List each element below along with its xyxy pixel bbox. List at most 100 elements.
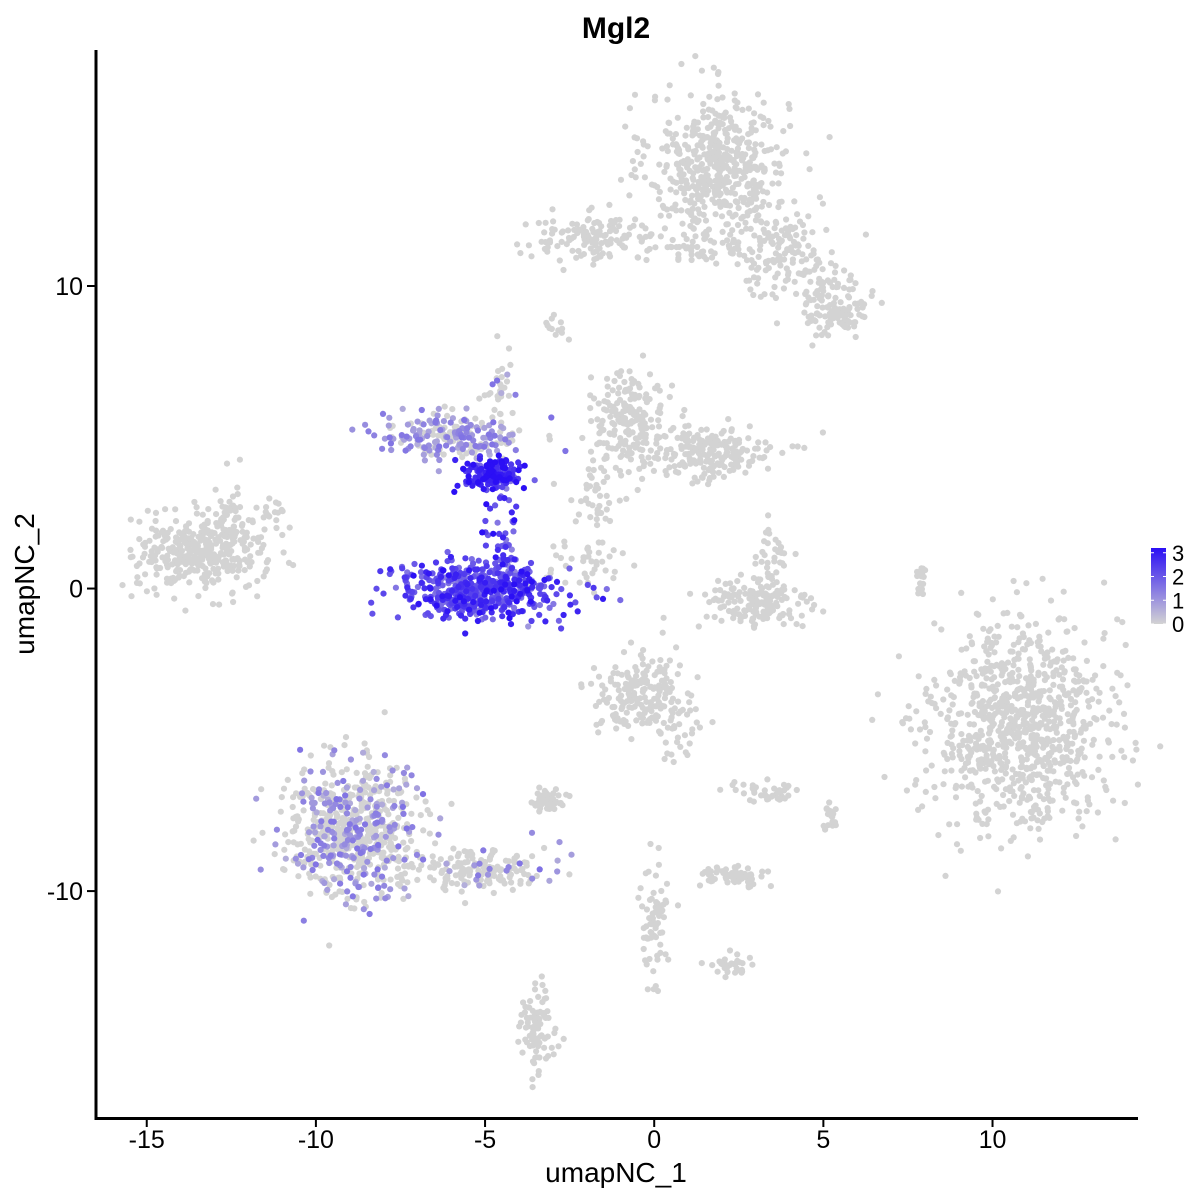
scatter-point [819, 429, 827, 436]
scatter-point [696, 210, 703, 217]
scatter-point [1059, 648, 1066, 655]
scatter-point [1101, 579, 1108, 586]
scatter-point [663, 686, 671, 694]
scatter-point [512, 447, 519, 454]
scatter-point [498, 390, 505, 397]
scatter-point [1016, 799, 1023, 806]
scatter-point [411, 560, 418, 568]
scatter-point [761, 552, 768, 559]
scatter-point [745, 160, 752, 167]
scatter-point [241, 544, 248, 551]
scatter-point [320, 852, 327, 860]
scatter-point [758, 589, 765, 596]
scatter-point [650, 968, 657, 975]
scatter-point [668, 382, 676, 389]
scatter-point [621, 244, 629, 251]
scatter-point [236, 563, 243, 570]
scatter-point [1083, 657, 1090, 665]
scatter-point [771, 160, 778, 167]
scatter-point [148, 548, 155, 555]
scatter-point [497, 411, 504, 418]
scatter-point [869, 716, 876, 724]
scatter-point [739, 106, 746, 113]
scatter-point [1001, 703, 1008, 710]
scatter-point [1020, 720, 1027, 727]
scatter-point [371, 787, 378, 794]
scatter-point [735, 180, 742, 187]
scatter-point [743, 257, 751, 264]
scatter-point [746, 182, 753, 189]
scatter-point [1100, 663, 1107, 670]
scatter-point [729, 184, 736, 191]
scatter-point [550, 1051, 557, 1058]
scatter-point [499, 365, 506, 372]
scatter-point [1075, 815, 1082, 822]
scatter-point [701, 441, 708, 448]
scatter-point [257, 534, 265, 541]
scatter-point [211, 530, 218, 537]
scatter-point [301, 777, 308, 784]
scatter-point [922, 567, 929, 574]
scatter-point [395, 843, 402, 850]
scatter-point [919, 803, 926, 810]
scatter-point [1010, 780, 1017, 787]
scatter-point [529, 1076, 536, 1083]
scatter-point [714, 159, 721, 167]
scatter-point [351, 905, 358, 912]
scatter-point [264, 511, 271, 519]
scatter-point [790, 238, 798, 246]
scatter-point [152, 552, 159, 559]
scatter-point [717, 786, 724, 793]
scatter-point [1073, 691, 1080, 698]
scatter-point [1046, 687, 1053, 694]
scatter-point [626, 192, 633, 199]
scatter-point [664, 130, 671, 137]
scatter-point [749, 457, 756, 465]
scatter-point [765, 201, 773, 209]
scatter-point [1007, 722, 1014, 729]
scatter-point [1124, 682, 1131, 689]
scatter-point [359, 777, 367, 784]
scatter-point [662, 951, 669, 958]
scatter-point [312, 861, 319, 868]
scatter-point [740, 781, 747, 788]
scatter-point [194, 567, 201, 574]
scatter-point [230, 598, 237, 606]
scatter-point [365, 829, 372, 836]
scatter-point [1035, 672, 1042, 679]
scatter-point [1015, 734, 1022, 741]
scatter-point [770, 259, 778, 266]
scatter-point [386, 824, 393, 831]
scatter-point [768, 573, 775, 580]
scatter-point [1114, 616, 1121, 623]
scatter-point [1087, 720, 1094, 727]
scatter-point [153, 591, 160, 598]
scatter-point [1121, 754, 1128, 761]
scatter-point [1083, 689, 1090, 696]
scatter-point [598, 240, 605, 247]
scatter-point [568, 555, 575, 562]
scatter-point [172, 506, 179, 513]
scatter-point [745, 131, 752, 138]
scatter-point [1035, 787, 1042, 794]
scatter-point [1067, 757, 1074, 765]
scatter-point [700, 114, 707, 121]
scatter-point [944, 715, 951, 723]
scatter-point [819, 304, 826, 311]
scatter-point [176, 542, 183, 549]
scatter-point [938, 626, 945, 633]
scatter-point [538, 238, 545, 245]
scatter-point [881, 773, 888, 781]
scatter-point [695, 217, 702, 224]
scatter-point [1006, 798, 1013, 805]
scatter-point [378, 890, 385, 897]
scatter-point [203, 528, 210, 535]
scatter-point [613, 717, 620, 724]
scatter-point [182, 534, 189, 542]
scatter-point [523, 859, 530, 866]
scatter-point [505, 864, 512, 871]
scatter-point [633, 135, 641, 142]
scatter-point [786, 611, 793, 618]
scatter-point [851, 319, 858, 326]
scatter-point [333, 796, 340, 803]
